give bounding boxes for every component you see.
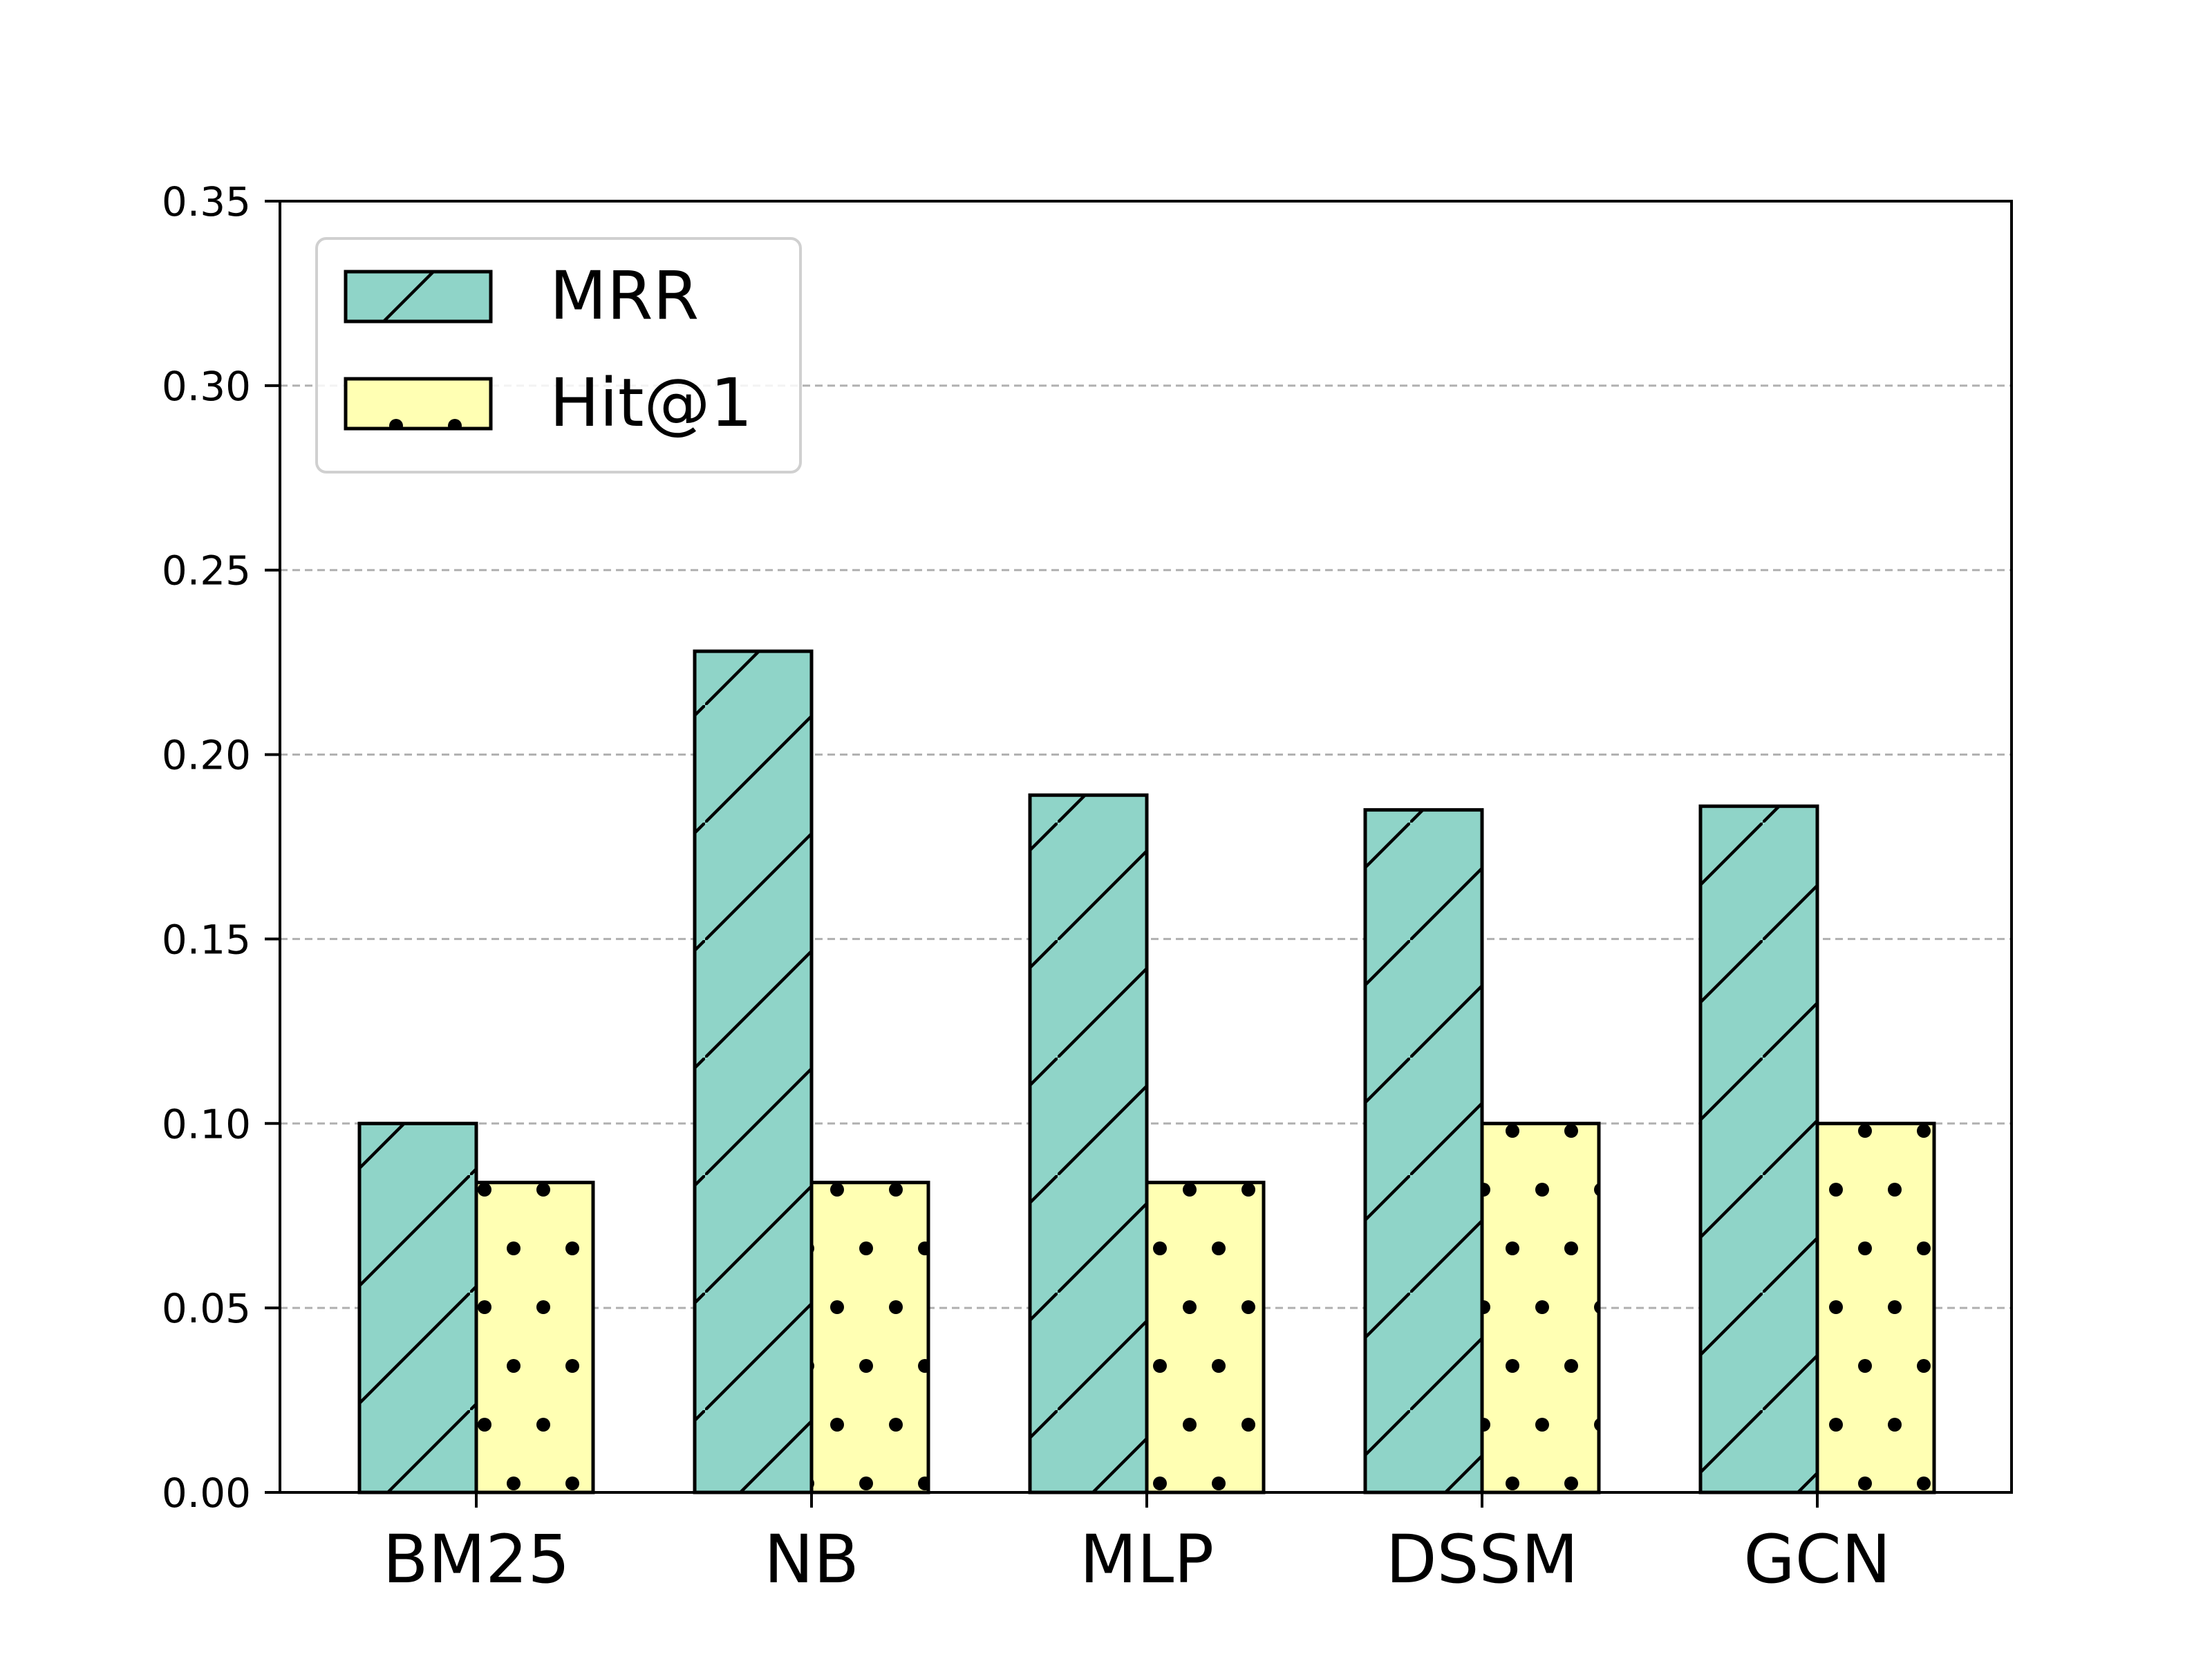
bar-mrr-mlp xyxy=(1028,793,1149,1494)
x-tick-label: DSSM xyxy=(1386,1521,1579,1598)
x-tick-label: MLP xyxy=(1080,1521,1214,1598)
bar-mrr-nb xyxy=(693,649,814,1494)
y-tick-label: 0.05 xyxy=(162,1285,251,1332)
legend-swatch-hit1 xyxy=(344,377,493,431)
y-tick-label: 0.10 xyxy=(162,1100,251,1147)
legend-swatch-mrr xyxy=(344,270,493,324)
x-tick-label: NB xyxy=(764,1521,859,1598)
bar-mrr-bm25 xyxy=(357,1121,478,1494)
bar-hit1-dssm xyxy=(1480,1121,1601,1494)
bar-hit1-bm25 xyxy=(474,1181,595,1494)
bar-hit1-nb xyxy=(809,1181,930,1494)
bars xyxy=(357,649,1936,1494)
bar-mrr-dssm xyxy=(1363,808,1484,1494)
bar-mrr-gcn xyxy=(1698,804,1819,1494)
x-tick-label: BM25 xyxy=(383,1521,570,1598)
y-tick-label: 0.20 xyxy=(162,732,251,779)
axes: BM25 NB MLP DSSM GCN 0.00 0.05 0.10 0.15 0.20 0.25… xyxy=(162,178,2013,1598)
plot-frame xyxy=(279,200,2013,1494)
y-tick-label: 0.30 xyxy=(162,363,251,410)
y-tick-label: 0.15 xyxy=(162,916,251,963)
bar-hit1-mlp xyxy=(1145,1181,1266,1494)
y-tick-label: 0.25 xyxy=(162,547,251,594)
legend-label: MRR xyxy=(550,257,699,335)
x-tick-label: GCN xyxy=(1743,1521,1891,1598)
y-tick-label: 0.00 xyxy=(162,1470,251,1517)
bar-hit1-gcn xyxy=(1815,1121,1936,1494)
legend: MRR Hit@1 xyxy=(315,237,802,474)
y-tick-label: 0.35 xyxy=(162,178,251,225)
legend-label: Hit@1 xyxy=(550,364,753,442)
